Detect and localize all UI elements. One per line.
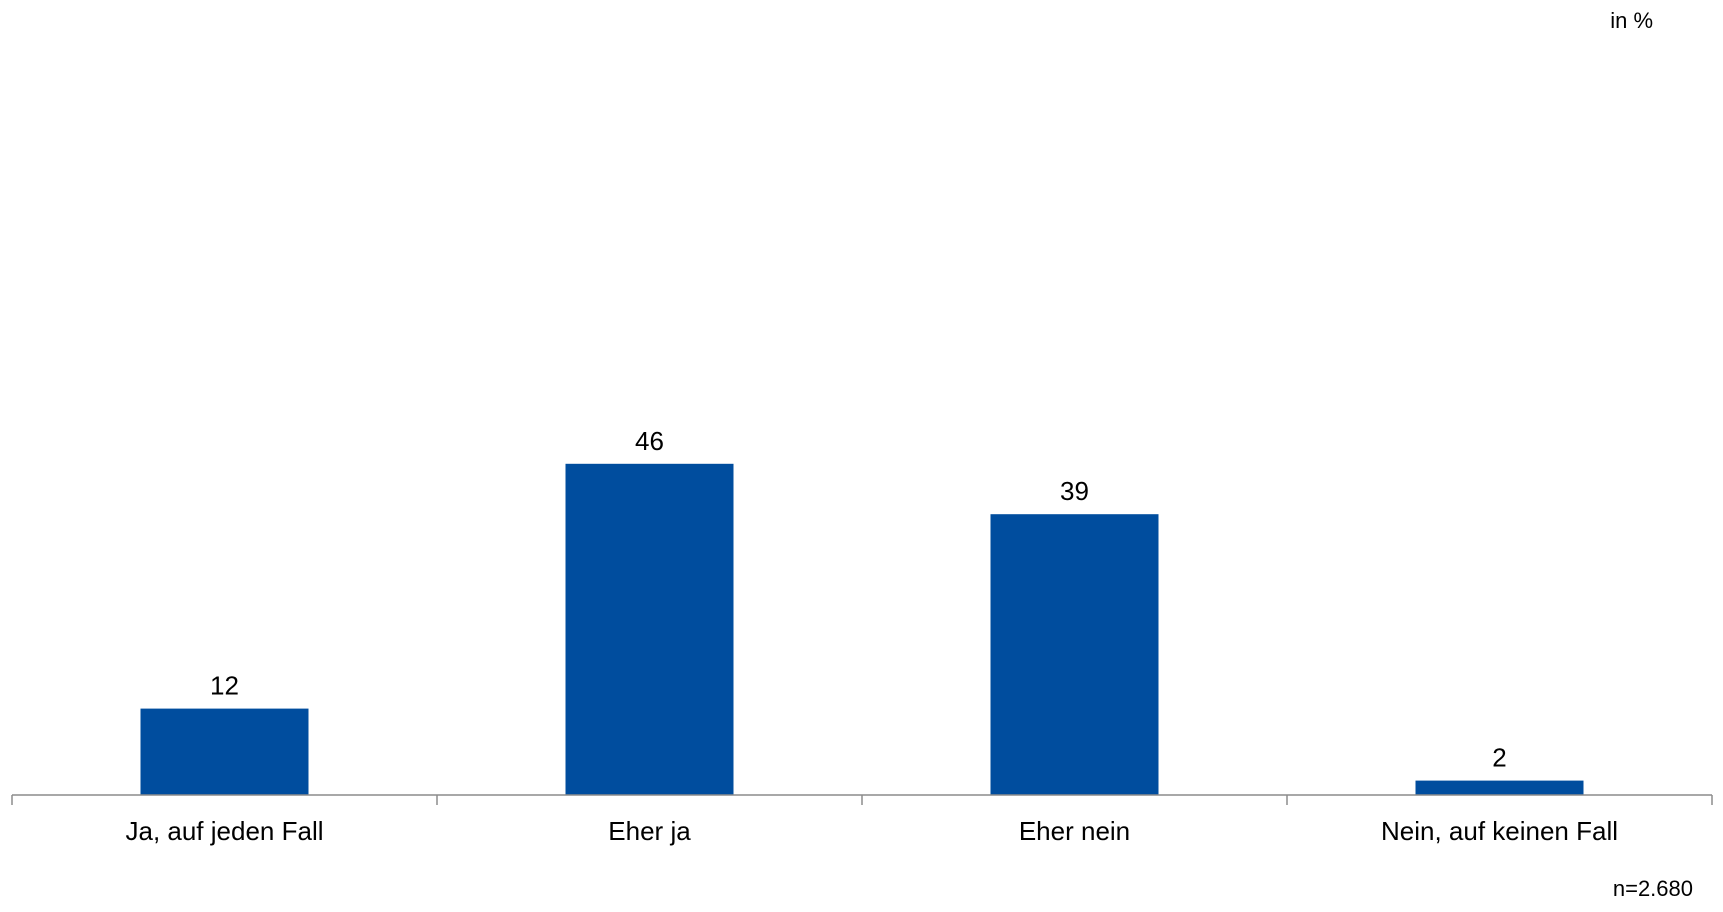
value-label-2: 46 bbox=[635, 426, 664, 456]
category-label-3: Eher nein bbox=[1019, 816, 1130, 846]
category-label-2: Eher ja bbox=[608, 816, 691, 846]
bar-3 bbox=[990, 514, 1159, 795]
bar-2 bbox=[565, 463, 734, 795]
x-axis bbox=[11, 794, 1713, 805]
value-labels-group: 12 46 39 2 bbox=[210, 426, 1507, 773]
category-labels-group: Ja, auf jeden Fall Eher ja Eher nein Nein, … bbox=[125, 816, 1618, 846]
bar-1 bbox=[140, 708, 309, 795]
bar-4 bbox=[1415, 780, 1584, 795]
value-label-1: 12 bbox=[210, 671, 239, 701]
category-label-4: Nein, auf keinen Fall bbox=[1381, 816, 1618, 846]
unit-label: in % bbox=[1610, 8, 1653, 33]
category-label-1: Ja, auf jeden Fall bbox=[125, 816, 323, 846]
value-label-3: 39 bbox=[1060, 476, 1089, 506]
sample-size-note: n=2.680 bbox=[1612, 876, 1693, 901]
value-label-4: 2 bbox=[1492, 743, 1506, 773]
bars-group bbox=[140, 463, 1584, 795]
